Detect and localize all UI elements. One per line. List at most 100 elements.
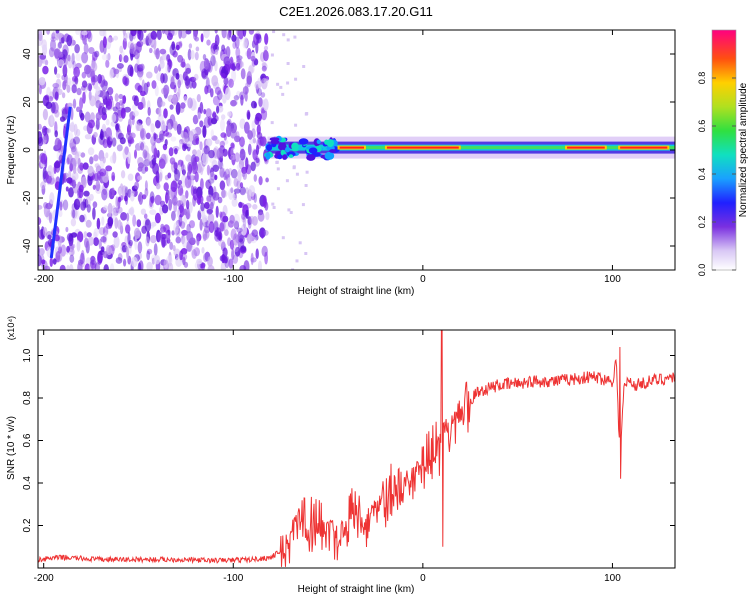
noise-blob (201, 70, 207, 78)
noise-blob (83, 190, 90, 197)
noise-blob (125, 224, 131, 234)
diagonal-streak (49, 106, 72, 259)
y-axis-label: SNR (10 * v/v) (6, 416, 17, 480)
noise-blob (74, 151, 80, 164)
noise-blob (232, 254, 239, 264)
noise-blob (231, 69, 237, 82)
noise-blob (132, 104, 137, 111)
noise-blob (181, 169, 186, 176)
noise-blob (163, 259, 169, 269)
noise-blob (130, 256, 138, 268)
noise-blob (75, 30, 81, 35)
noise-blob (118, 187, 122, 197)
noise-blob (255, 157, 260, 164)
noise-blob (95, 184, 102, 195)
noise-blob (193, 30, 198, 41)
noise-blob (246, 71, 252, 84)
noise-blob (103, 264, 109, 270)
noise-blob (200, 202, 205, 212)
noise-blob (122, 95, 127, 104)
noise-blob (66, 157, 70, 165)
noise-blob (134, 181, 140, 190)
noise-blob (100, 236, 107, 243)
noise-blob (166, 32, 173, 41)
noise-blob (71, 171, 79, 181)
noise-blob (101, 126, 106, 132)
noise-blob (145, 116, 151, 126)
noise-blob (153, 243, 158, 256)
noise-blob (223, 171, 227, 181)
noise-blob (95, 100, 102, 109)
x-tick-label: 100 (604, 274, 621, 285)
noise-blob (193, 73, 199, 81)
noise-blob (144, 187, 149, 197)
noise-blob (72, 98, 77, 109)
colorbar-tick-label: 0.6 (697, 120, 707, 133)
noise-blob (153, 254, 161, 265)
noise-blob (42, 44, 48, 56)
noise-blob (124, 235, 129, 249)
noise-blob (39, 54, 47, 60)
band-peak (339, 146, 364, 149)
noise-blob (105, 119, 110, 126)
noise-blob (214, 139, 220, 145)
band-blob (306, 154, 316, 161)
noise-blob (219, 211, 227, 223)
noise-blob (166, 118, 173, 128)
noise-blob (167, 229, 171, 236)
noise-blob (210, 129, 214, 138)
noise-blob (220, 118, 225, 132)
noise-dot (301, 203, 305, 207)
noise-blob (265, 177, 269, 183)
noise-blob (83, 42, 89, 55)
noise-blob (171, 41, 176, 51)
noise-blob (136, 67, 144, 78)
noise-blob (93, 131, 98, 138)
noise-blob (146, 261, 153, 270)
noise-blob (109, 134, 114, 142)
noise-blob (192, 114, 199, 125)
noise-dot (305, 112, 309, 115)
noise-blob (75, 53, 81, 61)
noise-blob (79, 109, 83, 118)
noise-blob (203, 202, 210, 209)
noise-blob (38, 77, 46, 86)
noise-blob (161, 123, 167, 132)
noise-blob (243, 37, 248, 49)
noise-blob (143, 30, 147, 33)
noise-blob (263, 45, 269, 51)
noise-blob (214, 174, 218, 181)
noise-blob (91, 262, 96, 270)
noise-blob (259, 136, 267, 147)
noise-blob (119, 45, 124, 54)
noise-blob (111, 113, 117, 123)
noise-blob (168, 30, 175, 38)
noise-blob (58, 246, 62, 254)
noise-blob (236, 90, 241, 99)
noise-blob (38, 123, 42, 130)
noise-blob (107, 212, 113, 218)
noise-blob (191, 249, 197, 259)
noise-blob (120, 212, 128, 221)
noise-blob (101, 89, 107, 100)
noise-blob (182, 164, 186, 177)
noise-blob (138, 72, 143, 81)
noise-blob (38, 31, 43, 42)
noise-blob (212, 95, 220, 106)
band-blob (316, 139, 321, 144)
noise-blob (124, 146, 129, 156)
noise-blob (223, 77, 229, 86)
noise-blob (127, 173, 134, 181)
noise-blob (43, 204, 51, 218)
noise-blob (201, 215, 208, 223)
noise-blob (64, 55, 68, 66)
noise-blob (240, 94, 244, 106)
noise-blob (250, 55, 256, 62)
noise-blob (67, 59, 73, 69)
noise-blob (232, 41, 237, 49)
noise-blob (260, 108, 268, 121)
noise-dot (276, 82, 280, 86)
noise-blob (43, 202, 48, 209)
noise-blob (55, 251, 61, 263)
noise-blob (163, 84, 170, 96)
